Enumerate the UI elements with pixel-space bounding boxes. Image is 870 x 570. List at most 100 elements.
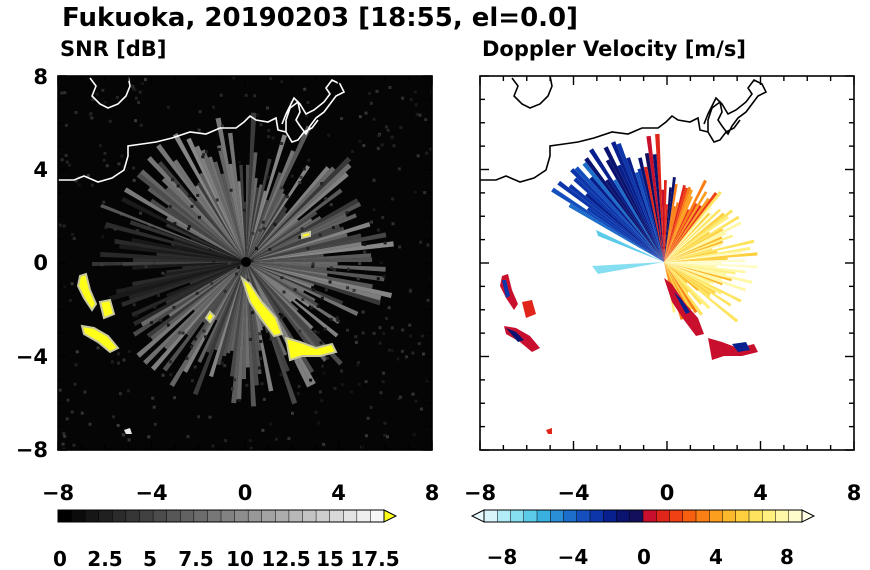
snr-noise-pixel — [383, 421, 387, 425]
snr-noise-pixel — [273, 222, 277, 226]
snr-fan-wedge — [246, 262, 343, 366]
snr-fan-wedge — [197, 262, 246, 363]
snr-noise-pixel — [413, 190, 417, 194]
snr-noise-pixel — [362, 144, 366, 148]
snr-noise-pixel — [401, 328, 405, 332]
velocity-fan-wedge — [664, 231, 710, 262]
snr-noise-pixel — [256, 113, 260, 117]
velocity-fan-wedge — [664, 262, 722, 265]
snr-noise-pixel — [139, 211, 143, 215]
snr-noise-pixel — [64, 123, 68, 127]
snr-noise-pixel — [67, 163, 71, 167]
snr-noise-pixel — [127, 438, 131, 442]
snr-noise-pixel — [220, 361, 224, 365]
velocity-fan-wedge — [616, 142, 664, 262]
snr-noise-pixel — [287, 436, 291, 440]
snr-noise-pixel — [185, 356, 189, 360]
velocity-fan-wedge — [664, 262, 753, 284]
snr-noise-pixel — [132, 166, 136, 170]
snr-noise-pixel — [176, 184, 180, 188]
snr-fan-wedge — [214, 262, 246, 351]
snr-fan-wedge — [166, 262, 246, 274]
snr-noise-pixel — [387, 348, 391, 352]
snr-noise-pixel — [280, 276, 284, 280]
snr-noise-pixel — [120, 154, 124, 158]
snr-noise-pixel — [354, 335, 358, 339]
snr-noise-pixel — [340, 117, 344, 121]
snr-noise-pixel — [143, 78, 147, 82]
velocity-fan-wedge — [664, 262, 711, 285]
snr-noise-pixel — [64, 153, 68, 157]
snr-noise-pixel — [405, 355, 409, 359]
snr-noise-pixel — [277, 216, 281, 220]
snr-noise-pixel — [168, 204, 172, 208]
snr-noise-pixel — [417, 342, 421, 346]
snr-fan-wedge — [140, 262, 246, 327]
snr-noise-pixel — [178, 331, 182, 335]
snr-noise-pixel — [383, 433, 387, 437]
colorbar-swatch — [590, 510, 604, 522]
snr-noise-pixel — [378, 326, 382, 330]
snr-noise-pixel — [250, 311, 254, 315]
snr-noise-pixel — [211, 444, 215, 448]
snr-fan-wedge — [246, 218, 313, 262]
velocity-fan-wedge — [646, 135, 664, 262]
velocity-panel: Doppler Velocity [m/s] — [464, 37, 861, 569]
velocity-fan-wedge — [664, 208, 722, 262]
snr-noise-pixel — [313, 330, 317, 334]
snr-fan-wedge — [246, 262, 338, 266]
snr-noise-pixel — [74, 363, 78, 367]
snr-fan-wedge — [246, 224, 341, 262]
snr-fan-wedge — [246, 184, 263, 262]
snr-noise-pixel — [65, 160, 69, 164]
snr-fan-wedge — [147, 156, 246, 262]
snr-noise-pixel — [409, 98, 413, 102]
snr-fan-wedge — [246, 262, 328, 277]
snr-noise-pixel — [408, 334, 412, 338]
colorbar-swatch — [261, 510, 276, 522]
snr-noise-pixel — [233, 378, 237, 382]
snr-noise-pixel — [96, 346, 100, 350]
velocity-fan-wedge — [568, 184, 664, 262]
snr-fan-wedge — [165, 186, 246, 262]
snr-fan-wedge — [195, 200, 246, 262]
snr-noise-pixel — [196, 237, 200, 241]
vel-echo-southeast-band-b — [732, 342, 750, 352]
snr-noise-pixel — [61, 442, 65, 446]
snr-fan-wedge — [246, 262, 316, 302]
snr-noise-pixel — [258, 228, 262, 232]
snr-fan-wedge — [246, 262, 299, 312]
snr-fan-wedge — [146, 262, 246, 338]
snr-colorbar-tick: 2.5 — [87, 547, 122, 570]
snr-noise-pixel — [346, 267, 350, 271]
snr-noise-pixel — [316, 421, 320, 425]
snr-noise-pixel — [266, 175, 270, 179]
colorbar-swatch — [234, 510, 249, 522]
snr-noise-pixel — [279, 315, 283, 319]
snr-noise-pixel — [73, 382, 77, 386]
snr-noise-pixel — [320, 399, 324, 403]
velocity-fan-wedge — [664, 262, 722, 281]
snr-fan-wedge — [246, 262, 386, 272]
snr-noise-pixel — [132, 303, 136, 307]
velocity-fan-wedge — [661, 189, 664, 262]
snr-fan-wedge — [246, 188, 343, 262]
snr-noise-pixel — [219, 93, 223, 97]
snr-fan-wedge — [246, 172, 282, 262]
snr-noise-pixel — [372, 117, 376, 121]
snr-noise-pixel — [309, 378, 313, 382]
snr-noise-pixel — [361, 331, 365, 335]
colorbar-swatch — [629, 510, 644, 522]
snr-noise-pixel — [262, 227, 266, 231]
snr-noise-pixel — [320, 182, 324, 186]
snr-fan-wedge — [208, 262, 246, 378]
snr-fan-wedge — [246, 262, 327, 271]
snr-noise-pixel — [134, 119, 138, 123]
snr-noise-pixel — [423, 191, 427, 195]
velocity-colorbar-tick: −4 — [558, 545, 589, 569]
snr-noise-pixel — [319, 341, 323, 345]
snr-noise-pixel — [186, 435, 190, 439]
snr-noise-pixel — [346, 286, 350, 290]
snr-fan-wedge — [239, 164, 246, 262]
snr-fan-wedge — [136, 262, 246, 358]
